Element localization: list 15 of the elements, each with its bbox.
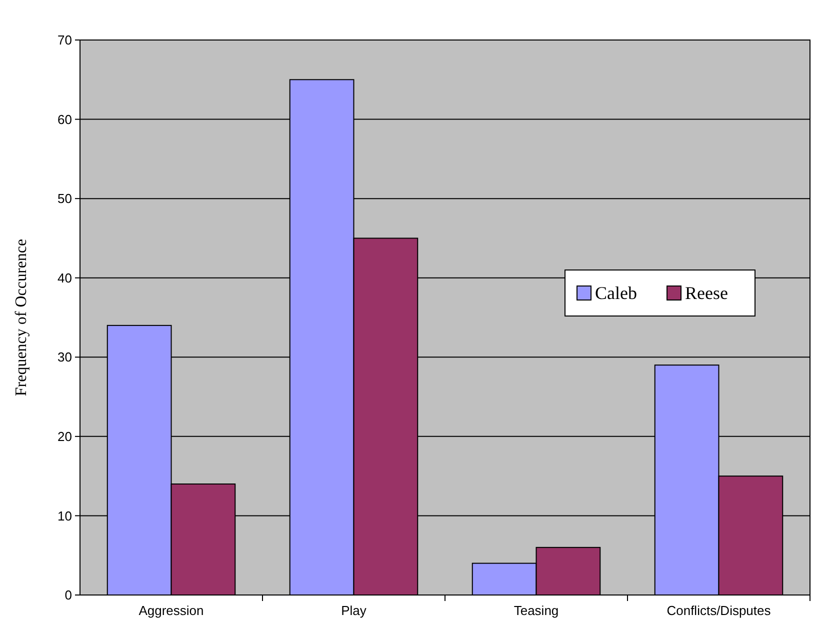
y-tick-label: 0 bbox=[64, 588, 72, 603]
x-tick-label: Play bbox=[341, 603, 367, 618]
y-tick-label: 20 bbox=[58, 428, 72, 444]
y-tick-label: 10 bbox=[58, 508, 72, 524]
legend-label: Reese bbox=[685, 283, 728, 303]
x-tick-label: Conflicts/Disputes bbox=[666, 603, 772, 618]
y-tick-label: 30 bbox=[58, 350, 72, 365]
y-tick-label: 40 bbox=[58, 270, 72, 286]
legend-label: Caleb bbox=[595, 283, 637, 303]
y-tick-label: 50 bbox=[58, 191, 72, 206]
y-tick-label: 70 bbox=[58, 32, 72, 48]
y-tick-label: 60 bbox=[58, 112, 72, 127]
x-tick-label: Teasing bbox=[514, 603, 559, 618]
x-tick-label: Aggression bbox=[138, 603, 204, 618]
y-axis-title: Frequency of Occurence bbox=[13, 238, 30, 396]
